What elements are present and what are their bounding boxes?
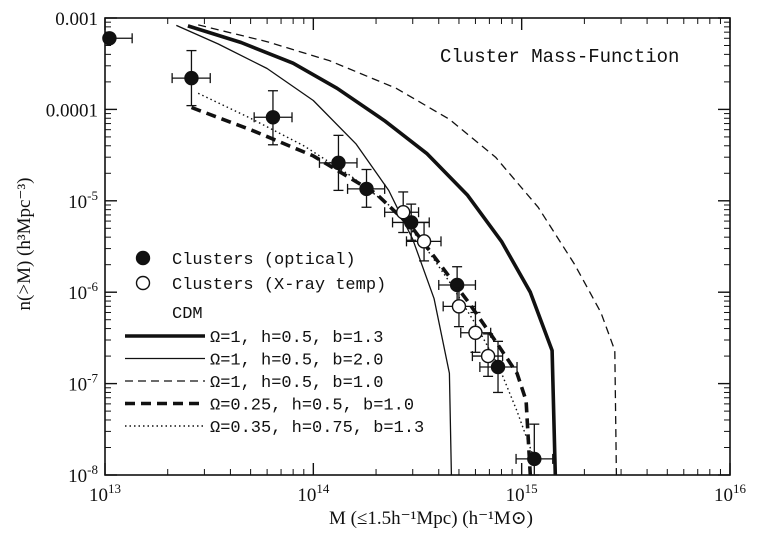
xray-data-point [468, 325, 483, 340]
y-tick-label: 10-8 [68, 462, 98, 487]
legend-entry: Ω=1, h=0.5, b=1.0 [210, 374, 383, 393]
xray-data-point [416, 234, 432, 249]
model-curve-1 [187, 24, 558, 476]
xray-data-point [451, 299, 467, 314]
optical-data-point [404, 215, 419, 230]
optical-data-point [331, 155, 346, 171]
model-curve-4 [190, 105, 533, 476]
chart-title: Cluster Mass-Function [440, 46, 679, 68]
legend-entry: Ω=1, h=0.5, b=1.3 [210, 329, 383, 348]
x-tick-label: 1016 [714, 481, 747, 506]
x-tick-label: 1015 [506, 481, 538, 506]
y-tick-label: 10-7 [68, 371, 98, 396]
optical-data-point [490, 359, 506, 375]
legend-entry: Ω=1, h=0.5, b=2.0 [210, 352, 383, 371]
optical-data-point [449, 277, 465, 293]
legend-marker [135, 275, 151, 291]
y-tick-label: 10-6 [68, 279, 98, 304]
xray-data-point [396, 205, 411, 220]
xray-data-point [480, 348, 496, 364]
optical-data-point [527, 451, 542, 467]
y-tick-label: 0.001 [55, 9, 98, 30]
legend-entry: Clusters (X-ray temp) [172, 276, 386, 295]
optical-data-point [184, 70, 199, 86]
legend-entry: Clusters (optical) [172, 251, 356, 270]
model-curve-3 [198, 24, 618, 476]
x-axis-label: M (≤1.5h⁻¹Mpc) (h⁻¹M⊙) [329, 508, 533, 529]
x-tick-label: 1014 [297, 481, 330, 506]
legend-heading: CDM [172, 305, 203, 324]
legend-entry: Ω=0.35, h=0.75, b=1.3 [210, 419, 424, 438]
model-curve-2 [176, 24, 453, 476]
y-tick-label: 10-5 [68, 188, 98, 213]
plot-frame [104, 17, 731, 476]
legend-entry: Ω=0.25, h=0.5, b=1.0 [210, 397, 414, 416]
y-tick-label: 0.0001 [46, 100, 98, 121]
x-tick-label: 1013 [89, 481, 121, 506]
optical-data-point [265, 110, 281, 125]
legend-marker [135, 250, 151, 266]
y-axis-label: n(>M) (h³Mpc⁻³) [14, 178, 35, 311]
optical-data-point [359, 181, 374, 197]
